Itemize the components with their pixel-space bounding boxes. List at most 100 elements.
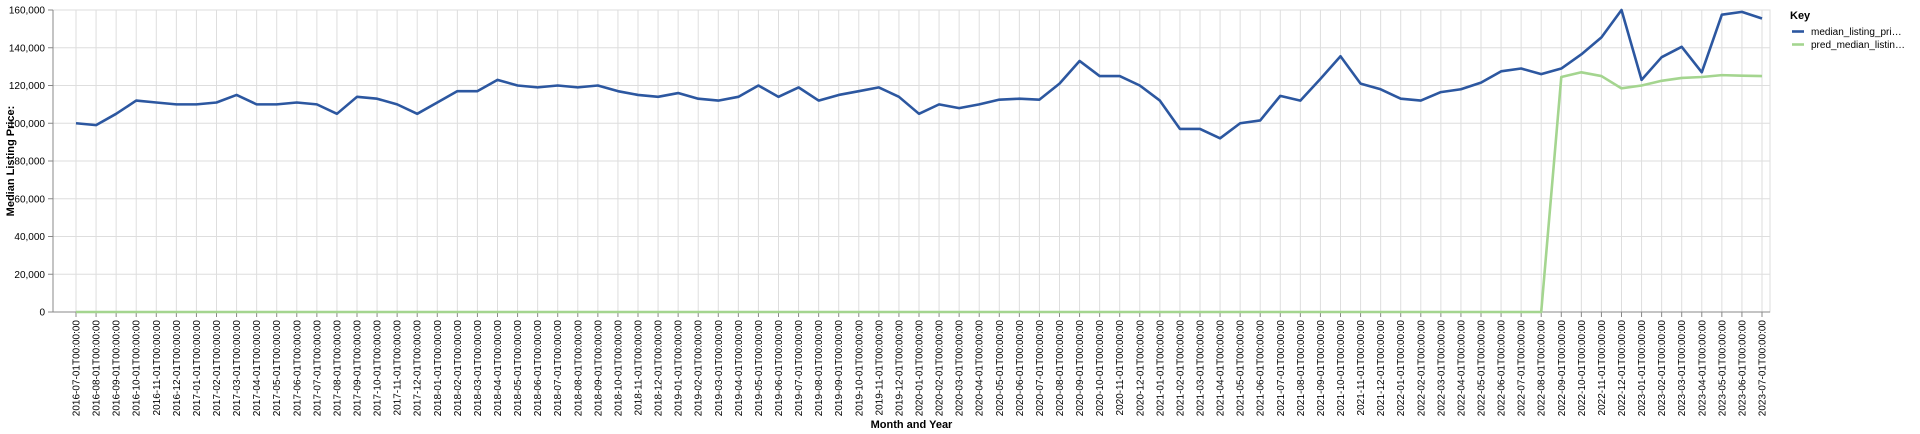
x-tick-label: 2022-02-01T00:00:00 (1416, 320, 1427, 417)
x-tick-label: 2020-09-01T00:00:00 (1075, 320, 1086, 417)
x-tick-label: 2017-11-01T00:00:00 (393, 320, 404, 416)
x-tick-label: 2017-01-01T00:00:00 (192, 320, 203, 417)
x-tick-label: 2016-08-01T00:00:00 (92, 320, 103, 417)
x-tick-label: 2016-12-01T00:00:00 (172, 320, 183, 417)
y-axis: 0 20,000 40,000 60,000 80,000 100,000 120,000 1… (9, 6, 53, 319)
x-tick-label: 2019-04-01T00:00:00 (734, 320, 745, 417)
x-tick-label: 2021-10-01T00:00:00 (1336, 320, 1347, 417)
x-tick-label: 2022-06-01T00:00:00 (1497, 320, 1508, 417)
y-tick-label: 60,000 (14, 194, 45, 205)
x-tick-label: 2018-02-01T00:00:00 (453, 320, 464, 417)
x-tick-label: 2021-08-01T00:00:00 (1296, 320, 1307, 417)
x-tick-label: 2018-05-01T00:00:00 (513, 320, 524, 417)
x-tick-label: 2023-04-01T00:00:00 (1697, 320, 1708, 417)
x-tick-label: 2019-10-01T00:00:00 (854, 320, 865, 417)
x-tick-label: 2017-07-01T00:00:00 (312, 320, 323, 417)
x-tick-label: 2022-01-01T00:00:00 (1396, 320, 1407, 417)
legend-label: pred_median_listin… (1811, 40, 1905, 51)
x-tick-label: 2021-11-01T00:00:00 (1356, 320, 1367, 416)
x-tick-label: 2019-08-01T00:00:00 (814, 320, 825, 417)
series-lines (75, 8, 1763, 314)
x-tick-label: 2016-07-01T00:00:00 (72, 320, 83, 417)
y-tick-label: 160,000 (9, 6, 46, 17)
x-tick-label: 2020-05-01T00:00:00 (995, 320, 1006, 417)
x-tick-label: 2021-03-01T00:00:00 (1196, 320, 1207, 417)
x-tick-label: 2017-10-01T00:00:00 (373, 320, 384, 417)
y-tick-label: 80,000 (14, 157, 45, 168)
x-tick-label: 2018-01-01T00:00:00 (433, 320, 444, 417)
x-tick-label: 2017-05-01T00:00:00 (272, 320, 283, 417)
x-tick-label: 2016-09-01T00:00:00 (112, 320, 123, 417)
x-tick-label: 2017-08-01T00:00:00 (332, 320, 343, 417)
legend-label: median_listing_pri… (1811, 27, 1902, 38)
y-tick-label: 40,000 (14, 232, 45, 243)
x-tick-label: 2021-02-01T00:00:00 (1175, 320, 1186, 417)
x-tick-label: 2020-02-01T00:00:00 (935, 320, 946, 417)
x-tick-label: 2018-06-01T00:00:00 (533, 320, 544, 417)
y-tick-label: 140,000 (9, 43, 46, 54)
x-tick-label: 2019-09-01T00:00:00 (834, 320, 845, 417)
x-tick-label: 2020-06-01T00:00:00 (1015, 320, 1026, 417)
x-tick-label: 2021-07-01T00:00:00 (1276, 320, 1287, 417)
x-tick-label: 2023-03-01T00:00:00 (1677, 320, 1688, 417)
x-tick-label: 2020-04-01T00:00:00 (975, 320, 986, 417)
x-axis-title: Month and Year (871, 419, 953, 431)
x-tick-label: 2017-03-01T00:00:00 (232, 320, 243, 417)
x-tick-label: 2017-02-01T00:00:00 (212, 320, 223, 417)
x-tick-label: 2018-09-01T00:00:00 (593, 320, 604, 417)
x-tick-label: 2021-09-01T00:00:00 (1316, 320, 1327, 417)
y-tick-label: 0 (39, 308, 45, 319)
x-tick-label: 2022-08-01T00:00:00 (1537, 320, 1548, 417)
x-tick-label: 2020-11-01T00:00:00 (1115, 320, 1126, 416)
x-tick-label: 2017-12-01T00:00:00 (413, 320, 424, 417)
x-tick-label: 2019-12-01T00:00:00 (894, 320, 905, 417)
x-tick-label: 2022-11-01T00:00:00 (1597, 320, 1608, 416)
x-tick-label: 2019-05-01T00:00:00 (754, 320, 765, 417)
x-tick-label: 2021-04-01T00:00:00 (1216, 320, 1227, 417)
y-tick-label: 120,000 (9, 81, 46, 92)
x-tick-label: 2017-06-01T00:00:00 (292, 320, 303, 417)
x-tick-label: 2023-07-01T00:00:00 (1758, 320, 1769, 417)
x-tick-label: 2019-07-01T00:00:00 (794, 320, 805, 417)
y-tick-label: 100,000 (9, 119, 46, 130)
x-tick-label: 2022-07-01T00:00:00 (1517, 320, 1528, 417)
x-tick-label: 2019-11-01T00:00:00 (874, 320, 885, 416)
x-tick-label: 2019-02-01T00:00:00 (694, 320, 705, 417)
x-tick-label: 2021-06-01T00:00:00 (1256, 320, 1267, 417)
x-tick-label: 2017-09-01T00:00:00 (353, 320, 364, 417)
x-tick-label: 2018-07-01T00:00:00 (553, 320, 564, 417)
x-tick-label: 2022-09-01T00:00:00 (1557, 320, 1568, 417)
x-tick-label: 2023-05-01T00:00:00 (1717, 320, 1728, 417)
x-tick-label: 2021-05-01T00:00:00 (1236, 320, 1247, 417)
x-tick-label: 2022-05-01T00:00:00 (1477, 320, 1488, 417)
series-line (75, 8, 1763, 140)
x-tick-label: 2019-03-01T00:00:00 (714, 320, 725, 417)
x-tick-label: 2017-04-01T00:00:00 (252, 320, 263, 417)
x-tick-label: 2018-12-01T00:00:00 (654, 320, 665, 417)
x-tick-label: 2022-04-01T00:00:00 (1456, 320, 1467, 417)
x-tick-label: 2021-12-01T00:00:00 (1376, 320, 1387, 417)
x-tick-label: 2020-10-01T00:00:00 (1095, 320, 1106, 417)
x-tick-label: 2016-10-01T00:00:00 (132, 320, 143, 417)
y-tick-label: 20,000 (14, 270, 45, 281)
x-tick-label: 2018-11-01T00:00:00 (634, 320, 645, 416)
y-axis-title: Median Listing Price: (5, 106, 17, 217)
x-axis: 2016-07-01T00:00:00 2016-08-01T00:00:00 20… (72, 312, 1769, 416)
x-tick-label: 2020-12-01T00:00:00 (1135, 320, 1146, 417)
x-tick-label: 2018-08-01T00:00:00 (573, 320, 584, 417)
legend: Key median_listing_pri… pred_median_listi… (1790, 10, 1905, 51)
x-tick-label: 2021-01-01T00:00:00 (1155, 320, 1166, 417)
gridlines (53, 9, 1770, 313)
x-tick-label: 2022-10-01T00:00:00 (1577, 320, 1588, 417)
x-tick-label: 2018-03-01T00:00:00 (473, 320, 484, 417)
x-tick-label: 2019-06-01T00:00:00 (774, 320, 785, 417)
x-tick-label: 2018-04-01T00:00:00 (493, 320, 504, 417)
x-tick-label: 2019-01-01T00:00:00 (674, 320, 685, 417)
x-tick-label: 2018-10-01T00:00:00 (613, 320, 624, 417)
x-tick-label: 2023-02-01T00:00:00 (1657, 320, 1668, 417)
x-tick-label: 2023-06-01T00:00:00 (1737, 320, 1748, 417)
x-tick-label: 2020-08-01T00:00:00 (1055, 320, 1066, 417)
x-tick-label: 2020-01-01T00:00:00 (915, 320, 926, 417)
